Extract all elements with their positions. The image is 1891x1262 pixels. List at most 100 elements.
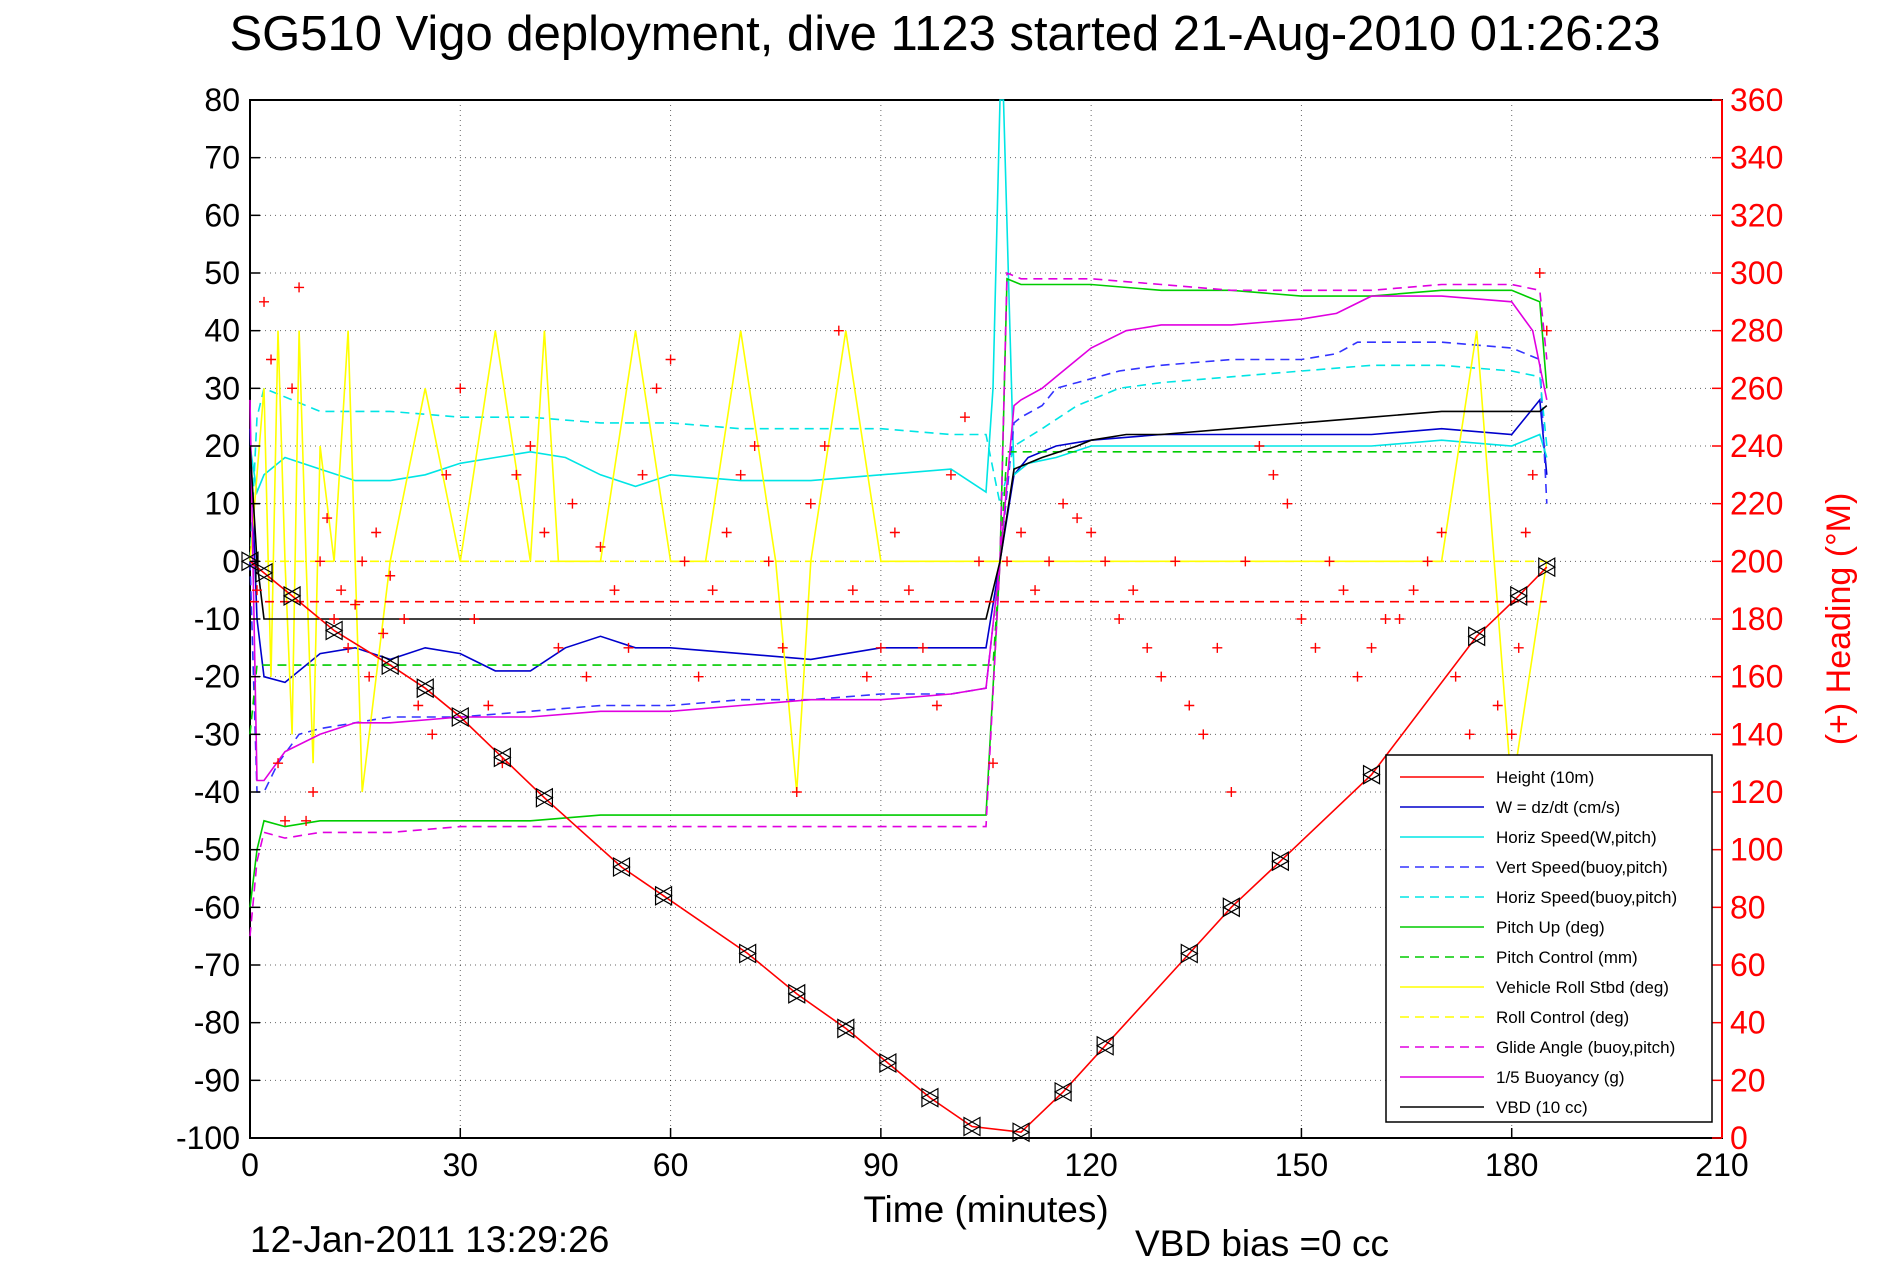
heading-point <box>525 441 536 451</box>
heading-point <box>1324 556 1335 567</box>
series-layer <box>240 99 1556 1143</box>
legend: Height (10m) W = dz/dt (cm/s) Horiz Speed(… <box>1385 754 1713 1123</box>
series-line <box>249 271 1548 937</box>
y-tick-label-left: 40 <box>204 313 240 349</box>
heading-point <box>1198 729 1209 740</box>
heading-point <box>1296 614 1307 624</box>
height-point <box>282 585 302 606</box>
heading-point <box>364 671 375 682</box>
height-point <box>1095 1035 1115 1056</box>
y-tick-label-left: -30 <box>194 716 240 752</box>
height-point <box>738 943 757 964</box>
heading-point <box>1527 469 1538 480</box>
heading-point <box>581 671 592 682</box>
legend-label: VBD (10 cc) <box>1496 1098 1588 1117</box>
heading-point <box>1436 527 1447 538</box>
height-point <box>254 562 274 583</box>
height-point <box>920 1087 940 1108</box>
heading-point <box>595 541 606 552</box>
x-tick-label: 30 <box>442 1147 478 1183</box>
height-point <box>535 787 554 808</box>
heading-point <box>1394 614 1405 624</box>
heading-point <box>693 671 704 682</box>
height-point <box>380 655 400 676</box>
legend-label: W = dz/dt (cm/s) <box>1496 798 1620 817</box>
heading-point <box>1450 671 1461 682</box>
heading-point <box>273 758 284 769</box>
heading-point <box>763 556 774 567</box>
y-tick-label-right: 100 <box>1730 832 1783 868</box>
series-line <box>249 330 1548 793</box>
height-point <box>1180 943 1199 964</box>
heading-point <box>1044 556 1055 567</box>
y-tick-label-right: 220 <box>1730 486 1783 522</box>
heading-point <box>483 700 494 711</box>
heading-point <box>1030 585 1041 596</box>
heading-point <box>1128 585 1139 596</box>
heading-point <box>413 700 424 711</box>
y-tick-label-right: 320 <box>1730 197 1783 233</box>
heading-point <box>1016 527 1027 538</box>
series-line <box>249 277 1548 908</box>
heading-point <box>294 282 305 293</box>
x-axis: 0 30 60 90 120 150 180 210 <box>241 1128 1749 1183</box>
y-tick-label-left: -20 <box>194 659 240 695</box>
heading-point <box>1282 498 1293 509</box>
heading-point <box>805 498 816 509</box>
y-tick-label-left: 0 <box>222 543 240 579</box>
y-tick-label-left: 20 <box>204 428 240 464</box>
y-tick-label-right: 240 <box>1730 428 1783 464</box>
heading-point <box>651 383 662 394</box>
heading-point <box>378 628 389 639</box>
heading-point <box>791 787 802 797</box>
heading-point <box>833 325 844 336</box>
height-point <box>654 885 673 906</box>
y-tick-label-right: 300 <box>1730 255 1783 291</box>
heading-point <box>280 815 291 826</box>
y-tick-label-right: 120 <box>1730 774 1783 810</box>
heading-point <box>1142 642 1153 653</box>
series-line <box>249 341 1548 793</box>
heading-point <box>903 585 914 596</box>
y-tick-label-left: -100 <box>176 1120 240 1156</box>
heading-point <box>1226 787 1237 797</box>
heading-point <box>1156 671 1167 682</box>
y-tick-label-left: -50 <box>194 832 240 868</box>
series-line <box>249 364 1548 562</box>
heading-point <box>819 441 830 451</box>
heading-point <box>511 469 522 480</box>
x-tick-label: 150 <box>1275 1147 1328 1183</box>
heading-point <box>567 498 578 509</box>
y-tick-label-right: 200 <box>1730 543 1783 579</box>
y-axis-label-right: (+) Heading (°M) <box>1820 493 1858 746</box>
series-line <box>249 560 1548 1134</box>
heading-point <box>917 642 928 653</box>
heading-point <box>441 469 452 480</box>
height-point <box>451 707 470 728</box>
heading-point <box>371 527 382 538</box>
heading-point <box>539 527 550 538</box>
height-markers <box>240 551 1556 1143</box>
heading-point <box>322 513 333 524</box>
heading-point <box>357 556 368 567</box>
y-tick-label-right: 80 <box>1730 889 1766 925</box>
heading-point <box>1058 498 1069 509</box>
y-tick-label-right: 40 <box>1730 1005 1766 1041</box>
heading-point <box>469 614 480 624</box>
legend-label: Vert Speed(buoy,pitch) <box>1496 858 1668 877</box>
x-tick-label: 0 <box>241 1147 259 1183</box>
chart-title: SG510 Vigo deployment, dive 1123 started… <box>229 7 1660 61</box>
y-tick-label-left: -40 <box>194 774 240 810</box>
y-tick-label-left: -10 <box>194 601 240 637</box>
y-tick-label-left: 80 <box>204 82 240 118</box>
heading-point <box>1513 642 1524 653</box>
legend-label: Height (10m) <box>1496 768 1594 787</box>
height-point <box>1467 626 1486 647</box>
height-point <box>836 1018 856 1039</box>
heading-point <box>1422 556 1433 567</box>
heading-point <box>1114 614 1125 624</box>
heading-point <box>1254 441 1265 451</box>
height-point <box>493 747 512 768</box>
height-point <box>962 1116 982 1137</box>
